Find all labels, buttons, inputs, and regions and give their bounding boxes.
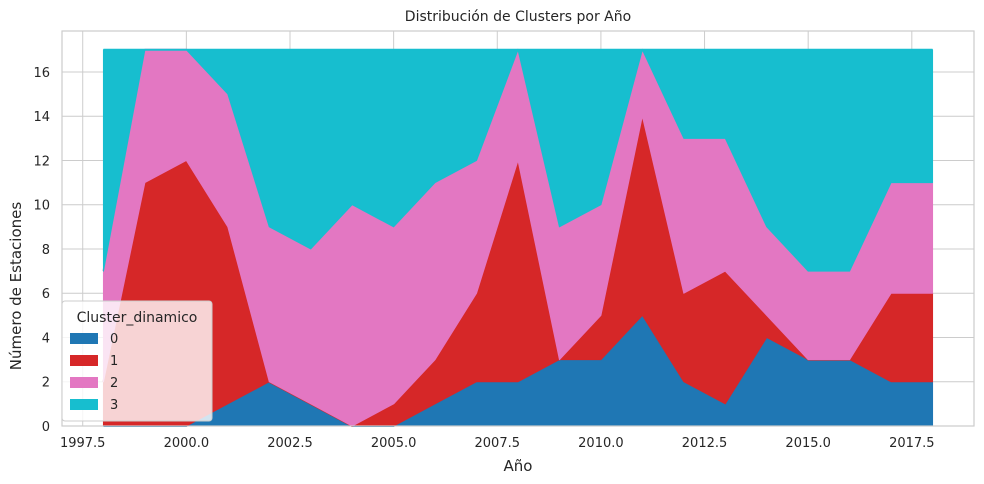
y-tick-label: 14 bbox=[33, 110, 50, 125]
y-axis-ticks: 0 2 4 6 8 10 12 14 16 bbox=[33, 66, 50, 435]
x-tick-label: 2002.5 bbox=[267, 436, 313, 451]
x-axis-title: Año bbox=[504, 457, 533, 475]
legend-label-1: 1 bbox=[110, 354, 118, 369]
legend: Cluster_dinamico 0 1 2 3 bbox=[61, 300, 213, 422]
chart-title: Distribución de Clusters por Año bbox=[405, 9, 631, 25]
plot-border bbox=[61, 30, 975, 427]
y-tick-label: 4 bbox=[42, 331, 50, 346]
y-tick-label: 0 bbox=[42, 420, 50, 435]
x-tick-label: 2012.5 bbox=[682, 436, 728, 451]
y-tick-label: 6 bbox=[42, 287, 50, 302]
legend-swatch-0 bbox=[70, 333, 98, 344]
plot-frame bbox=[61, 30, 975, 427]
legend-box bbox=[61, 300, 213, 422]
legend-title: Cluster_dinamico bbox=[77, 310, 198, 326]
y-tick-label: 8 bbox=[42, 243, 50, 258]
x-tick-label: 2017.5 bbox=[889, 436, 935, 451]
legend-label-3: 3 bbox=[110, 398, 118, 413]
x-tick-label: 2007.5 bbox=[475, 436, 521, 451]
y-tick-label: 2 bbox=[42, 376, 50, 391]
x-tick-label: 2015.0 bbox=[785, 436, 831, 451]
legend-swatch-2 bbox=[70, 377, 98, 388]
x-tick-label: 2010.0 bbox=[578, 436, 624, 451]
stacked-areas bbox=[102, 48, 934, 427]
y-tick-label: 16 bbox=[33, 66, 50, 81]
x-axis-ticks: 1997.5 2000.0 2002.5 2005.0 2007.5 2010.0 2012… bbox=[60, 436, 935, 451]
legend-swatch-1 bbox=[70, 355, 98, 366]
y-axis-title: Número de Estaciones bbox=[7, 202, 25, 371]
y-tick-label: 10 bbox=[33, 199, 50, 214]
y-tick-label: 12 bbox=[33, 154, 50, 169]
legend-label-0: 0 bbox=[110, 332, 118, 347]
x-tick-label: 2000.0 bbox=[164, 436, 210, 451]
x-tick-label: 1997.5 bbox=[60, 436, 106, 451]
legend-entries: 0 1 2 3 bbox=[70, 332, 118, 413]
legend-label-2: 2 bbox=[110, 376, 118, 391]
x-tick-label: 2005.0 bbox=[371, 436, 417, 451]
legend-swatch-3 bbox=[70, 399, 98, 410]
